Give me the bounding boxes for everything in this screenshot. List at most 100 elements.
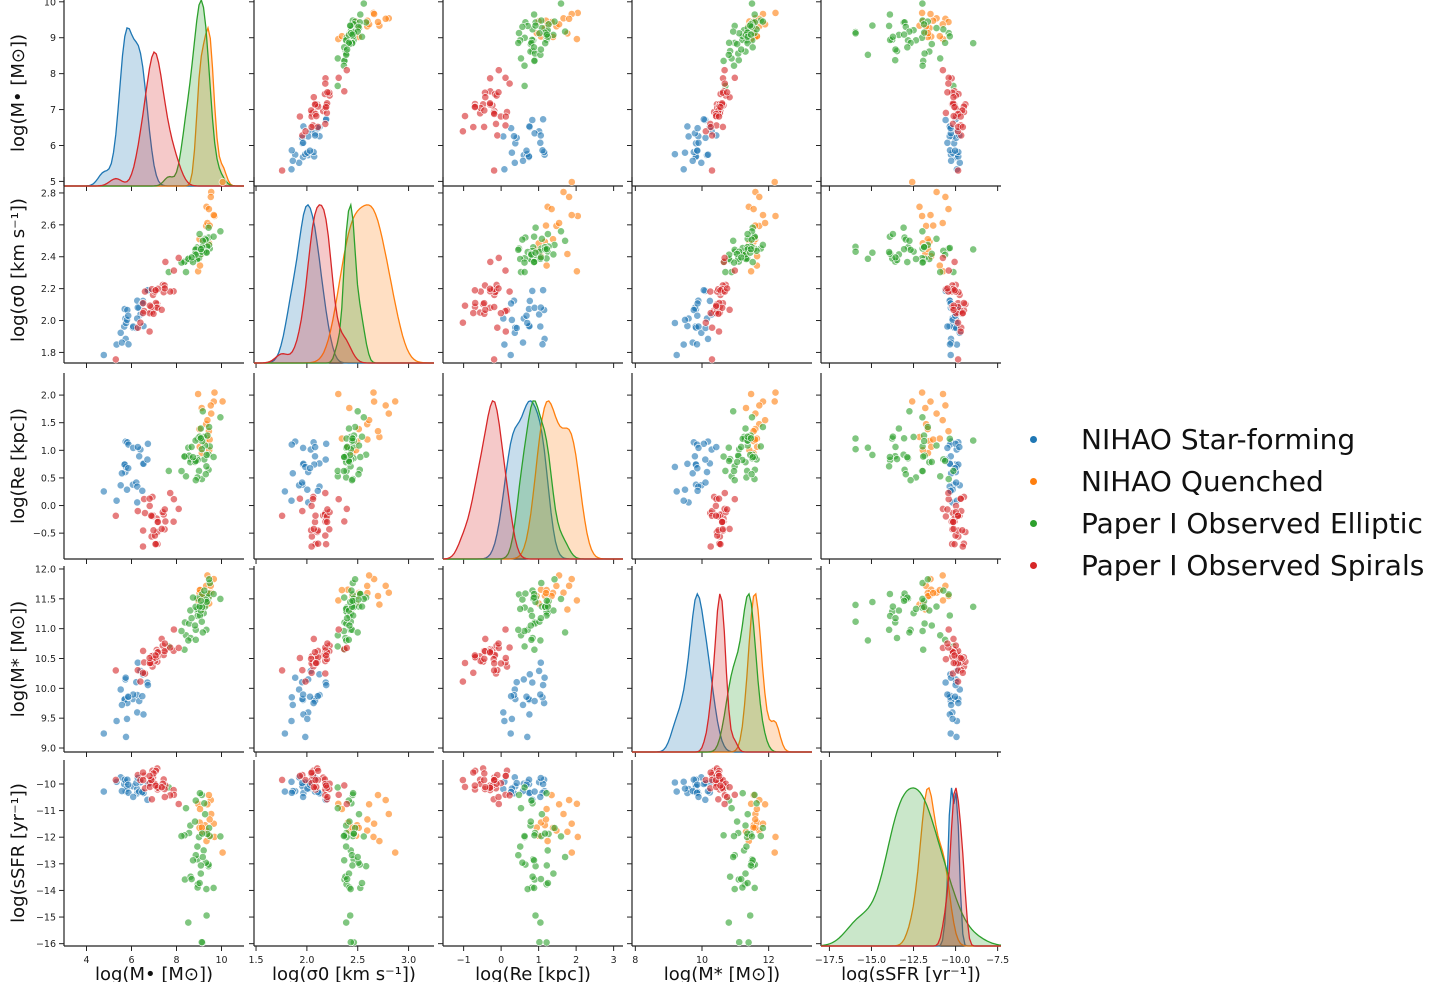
data-point: [187, 614, 196, 623]
data-point: [525, 670, 534, 679]
data-point: [729, 853, 738, 861]
data-point: [143, 681, 152, 689]
data-point: [694, 322, 703, 331]
data-point: [889, 230, 897, 238]
data-point: [567, 848, 576, 857]
legend-label: NIHAO Quenched: [1081, 464, 1324, 498]
data-point: [903, 43, 912, 52]
data-point: [189, 856, 197, 865]
data-point: [494, 253, 503, 262]
data-point: [542, 245, 551, 254]
x-tick-label: −12.5: [899, 955, 928, 966]
data-point: [756, 442, 765, 451]
y-tick-label: 10: [44, 0, 56, 8]
data-point: [122, 733, 130, 741]
data-point: [706, 768, 715, 777]
data-point: [712, 511, 720, 520]
kde-fill-0: [443, 400, 623, 559]
data-point: [905, 407, 914, 416]
data-point: [381, 401, 390, 410]
data-point: [565, 14, 573, 23]
y-tick-label: 11.5: [35, 594, 56, 605]
data-point: [958, 668, 967, 677]
data-point: [684, 132, 693, 141]
data-point: [939, 253, 947, 262]
panel-mbh-vs-sigma: [249, 0, 434, 191]
data-point: [160, 793, 169, 801]
data-point: [932, 24, 941, 32]
data-point: [157, 525, 166, 533]
data-point: [306, 464, 314, 473]
data-point: [321, 79, 330, 88]
data-point: [573, 596, 581, 605]
data-point: [748, 258, 757, 266]
data-point: [526, 817, 535, 826]
data-point: [519, 675, 528, 684]
data-point: [523, 733, 532, 741]
data-point: [693, 299, 702, 308]
data-point: [343, 442, 351, 451]
legend-marker-icon: [1030, 561, 1037, 569]
data-point: [715, 494, 723, 503]
data-point: [944, 205, 953, 213]
x-tick-label: 12: [763, 955, 775, 966]
data-point: [889, 432, 897, 441]
data-point: [216, 227, 225, 236]
data-point: [133, 507, 142, 515]
data-point: [530, 57, 539, 65]
y-tick-label: 12.0: [35, 564, 56, 575]
data-point: [941, 401, 950, 410]
data-point: [903, 258, 912, 266]
data-point: [321, 669, 330, 678]
data-point: [369, 388, 378, 397]
data-point: [501, 772, 510, 780]
data-point: [458, 677, 467, 686]
data-point: [712, 301, 721, 310]
kde-fill-3: [632, 593, 812, 752]
data-point: [321, 489, 330, 497]
data-point: [510, 132, 518, 141]
data-point: [536, 636, 545, 645]
data-point: [353, 628, 362, 637]
data-point: [706, 296, 714, 305]
data-point: [920, 49, 929, 58]
data-point: [365, 800, 373, 809]
data-point: [944, 489, 953, 497]
data-point: [889, 32, 897, 41]
data-point: [280, 729, 289, 738]
data-point: [516, 842, 525, 851]
data-point: [918, 8, 926, 17]
data-point: [544, 20, 553, 29]
data-point: [182, 472, 190, 481]
kde-line-3: [821, 787, 1001, 947]
data-point: [480, 776, 488, 784]
data-point: [287, 777, 296, 786]
data-point: [196, 596, 205, 605]
data-point: [197, 445, 206, 454]
data-point: [908, 397, 917, 406]
data-point: [542, 589, 550, 597]
data-point: [699, 115, 708, 124]
data-point: [528, 872, 537, 881]
data-point: [481, 93, 490, 102]
y-tick-label: −13: [36, 859, 56, 870]
y-tick-label: 10.0: [35, 684, 56, 695]
data-point: [309, 495, 317, 503]
data-point: [391, 848, 400, 857]
data-point: [951, 692, 959, 701]
data-point: [384, 810, 393, 818]
panel-mstar-vs-sigma: [249, 566, 434, 757]
data-point: [322, 103, 330, 111]
data-point: [311, 648, 319, 657]
data-point: [729, 236, 738, 245]
data-point: [322, 651, 330, 660]
data-point: [481, 783, 490, 792]
data-point: [885, 625, 893, 634]
data-point: [750, 884, 759, 892]
data-point: [204, 791, 213, 799]
data-point: [306, 692, 314, 701]
data-point: [461, 783, 469, 791]
data-point: [919, 645, 928, 654]
data-point: [755, 401, 764, 410]
data-point: [725, 305, 734, 314]
